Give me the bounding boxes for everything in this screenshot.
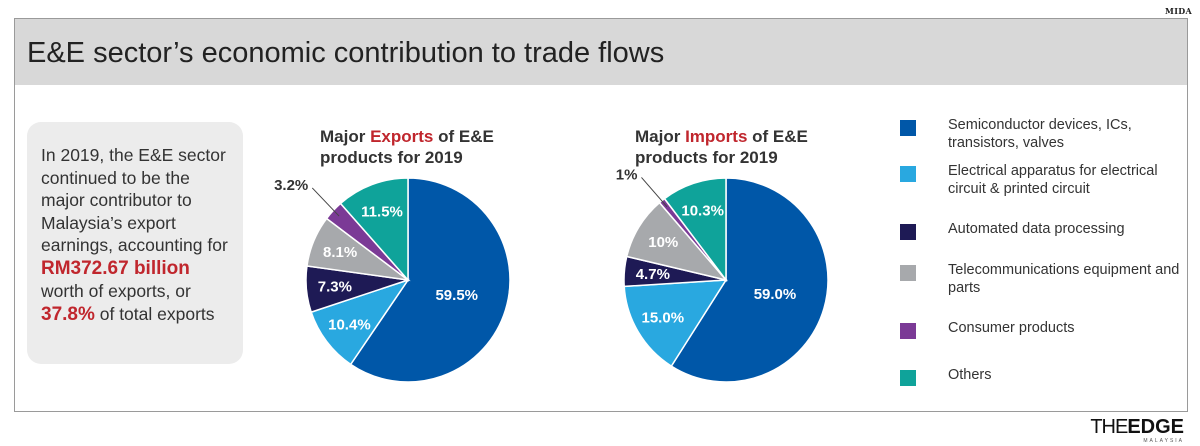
logo-the: THE bbox=[1090, 416, 1128, 438]
legend-swatch-others bbox=[900, 370, 916, 386]
leader-line-consumer bbox=[311, 187, 340, 217]
page-title: E&E sector’s economic contribution to tr… bbox=[27, 37, 665, 69]
exports-title-highlight: Exports bbox=[370, 127, 434, 146]
legend-swatch-consumer bbox=[900, 323, 916, 339]
legend-swatch-automated bbox=[900, 224, 916, 240]
imports-title-highlight: Imports bbox=[685, 127, 748, 146]
pie-label-automated: 7.3% bbox=[318, 279, 352, 296]
pie-label-telecom: 10% bbox=[648, 234, 678, 251]
exports-pie: 59.5% 10.4% 7.3% 8.1% 3.2% 11.5% bbox=[274, 177, 511, 383]
summary-percent: 37.8% bbox=[41, 303, 95, 325]
imports-title-prefix: Major bbox=[635, 127, 686, 146]
pie-label-electrical: 15.0% bbox=[642, 309, 685, 326]
pie-label-electrical: 10.4% bbox=[328, 316, 371, 333]
pie-slice-semiconductor bbox=[349, 177, 511, 383]
legend-label-semiconductor: Semiconductor devices, ICs, transistors,… bbox=[948, 117, 1132, 151]
legend-label-consumer: Consumer products bbox=[948, 320, 1075, 336]
pie-label-others: 10.3% bbox=[681, 202, 724, 219]
pie-slice-others bbox=[339, 177, 409, 282]
the-edge-logo: THEEDGE MALAYSIA bbox=[1090, 416, 1184, 444]
exports-title-line2: products for 2019 bbox=[320, 148, 463, 167]
pie-label-consumer: 1% bbox=[616, 166, 638, 183]
imports-title-suffix: of E&E bbox=[747, 127, 808, 146]
legend-swatch-electrical bbox=[900, 166, 916, 182]
legend-swatch-telecom bbox=[900, 265, 916, 281]
exports-title-prefix: Major bbox=[320, 127, 371, 146]
logo-sub: MALAYSIA bbox=[1143, 438, 1184, 444]
summary-box: In 2019, the E&E sector continued to be … bbox=[27, 122, 243, 364]
imports-chart-title: Major Imports of E&E products for 2019 bbox=[635, 126, 808, 168]
legend-swatch-semiconductor bbox=[900, 120, 916, 136]
leader-line-consumer bbox=[641, 177, 668, 208]
legend-label-automated: Automated data processing bbox=[948, 221, 1125, 237]
exports-chart-title: Major Exports of E&E products for 2019 bbox=[320, 126, 494, 168]
pie-slice-semiconductor bbox=[670, 177, 829, 383]
source-label: MIDA bbox=[1165, 6, 1192, 16]
legend-label-others: Others bbox=[948, 367, 992, 383]
pie-label-consumer: 3.2% bbox=[274, 177, 308, 194]
summary-text: In 2019, the E&E sector continued to be … bbox=[41, 144, 237, 326]
summary-line1: In 2019, the E&E sector continued to be … bbox=[41, 145, 228, 255]
summary-amount: RM372.67 billion bbox=[41, 257, 190, 279]
legend-label-electrical: Electrical apparatus for electrical circ… bbox=[948, 163, 1158, 197]
title-bar: E&E sector’s economic contribution to tr… bbox=[15, 19, 1187, 85]
summary-line2: worth of exports, or bbox=[41, 281, 191, 301]
summary-line3: of total exports bbox=[94, 303, 215, 324]
logo-edge: EDGE bbox=[1127, 416, 1184, 438]
pie-label-semiconductor: 59.5% bbox=[435, 287, 478, 304]
pie-slice-others bbox=[663, 177, 727, 283]
infographic-frame: E&E sector’s economic contribution to tr… bbox=[14, 18, 1188, 412]
pie-label-telecom: 8.1% bbox=[323, 244, 357, 261]
legend-label-telecom: Telecommunications equipment and parts bbox=[948, 262, 1180, 296]
pie-slice-electrical bbox=[623, 279, 728, 368]
pie-label-semiconductor: 59.0% bbox=[754, 286, 797, 303]
imports-pie: 59.0% 15.0% 4.7% 10% 1% 10.3% bbox=[616, 166, 829, 383]
pie-label-automated: 4.7% bbox=[636, 266, 670, 283]
imports-title-line2: products for 2019 bbox=[635, 148, 778, 167]
pie-label-others: 11.5% bbox=[361, 203, 403, 220]
exports-title-suffix: of E&E bbox=[433, 127, 494, 146]
